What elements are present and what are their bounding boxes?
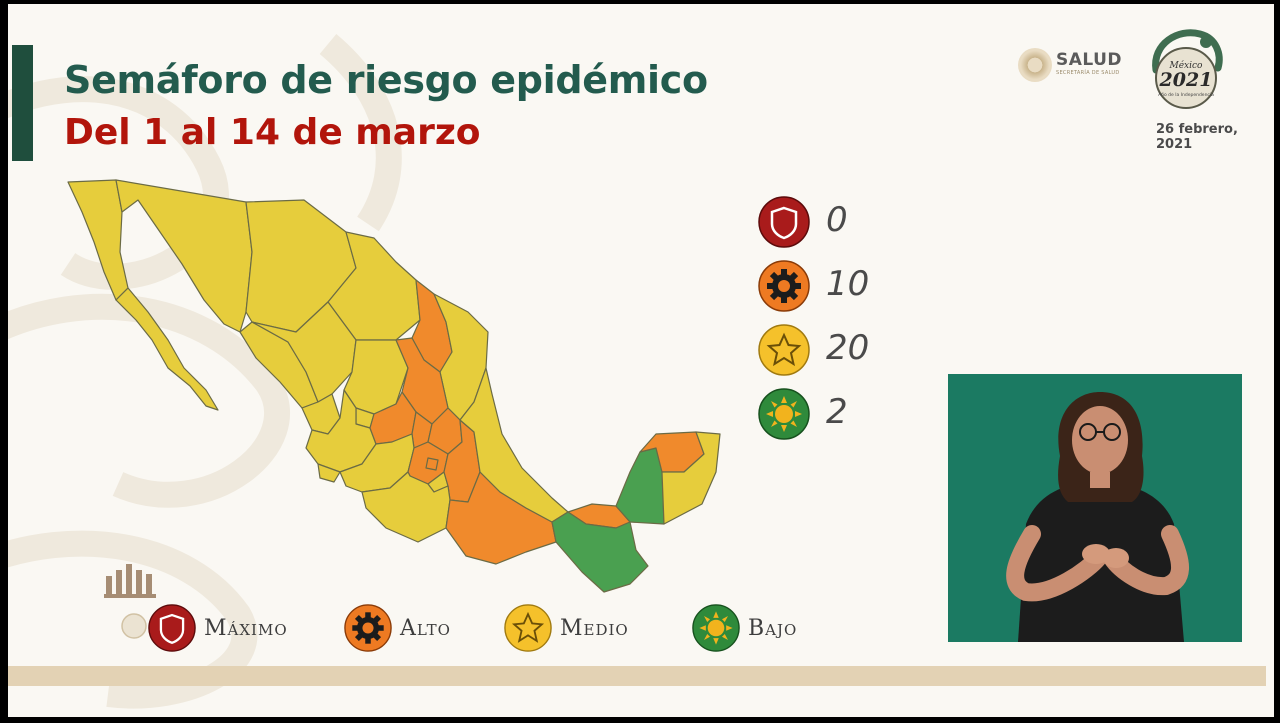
- state-campeche: [615, 447, 665, 525]
- bottom-band: [8, 666, 1266, 686]
- map-legend: Máximo Alto: [148, 604, 848, 662]
- salud-subtitle: SECRETARÍA DE SALUD: [1056, 70, 1120, 76]
- salud-logo: SALUD SECRETARÍA DE SALUD: [1018, 46, 1138, 86]
- count-row-maximo: 0: [758, 196, 898, 250]
- state-veracruz: [459, 367, 569, 523]
- background-motif: [8, 34, 402, 709]
- shield-icon: [758, 196, 810, 248]
- year-logo-sub: Año de la Independencia: [1158, 92, 1214, 98]
- count-row-bajo: 2: [758, 388, 898, 442]
- page-title: Semáforo de riesgo epidémico: [64, 58, 708, 102]
- government-emblem-icon: [104, 564, 156, 639]
- count-row-medio: 20: [758, 324, 898, 378]
- state-durango: [251, 301, 357, 403]
- interpreter-video: [948, 374, 1242, 642]
- legend-label-medio: Medio: [560, 616, 629, 641]
- sun-icon: [692, 604, 740, 652]
- star-icon: [504, 604, 552, 652]
- interpreter-figure: [1006, 392, 1190, 642]
- count-value-alto: 10: [826, 264, 870, 304]
- eagle-emblem-icon: [1018, 48, 1052, 82]
- count-value-medio: 20: [826, 328, 870, 368]
- state-ciudad-de-mexico: [425, 457, 439, 471]
- count-value-maximo: 0: [826, 200, 848, 240]
- slide: Semáforo de riesgo epidémico Del 1 al 14…: [8, 4, 1274, 717]
- year-2021-logo: México 2021 Año de la Independencia: [1152, 29, 1223, 109]
- state-guerrero: [361, 471, 451, 543]
- star-icon: [758, 324, 810, 376]
- sun-icon: [758, 388, 810, 440]
- salud-wordmark: SALUD: [1056, 50, 1123, 70]
- legend-label-bajo: Bajo: [748, 616, 798, 641]
- year-logo-number: 2021: [1159, 69, 1213, 91]
- gear-icon: [344, 604, 392, 652]
- state-quintana-roo: [661, 431, 721, 525]
- shield-icon: [148, 604, 196, 652]
- gear-icon: [758, 260, 810, 312]
- accent-bar: [12, 45, 33, 161]
- legend-label-alto: Alto: [400, 616, 451, 641]
- state-coahuila: [327, 231, 421, 341]
- legend-label-maximo: Máximo: [204, 616, 288, 641]
- mexico-risk-map: [67, 179, 721, 593]
- state-colima: [317, 463, 341, 483]
- date-label: 26 febrero, 2021: [1156, 122, 1238, 152]
- count-value-bajo: 2: [826, 392, 848, 432]
- year-logo-top: México: [1169, 60, 1204, 71]
- state-baja-california-sur: [115, 287, 219, 411]
- state-chiapas: [551, 511, 649, 593]
- count-row-alto: 10: [758, 260, 898, 314]
- page-subtitle: Del 1 al 14 de marzo: [64, 112, 481, 153]
